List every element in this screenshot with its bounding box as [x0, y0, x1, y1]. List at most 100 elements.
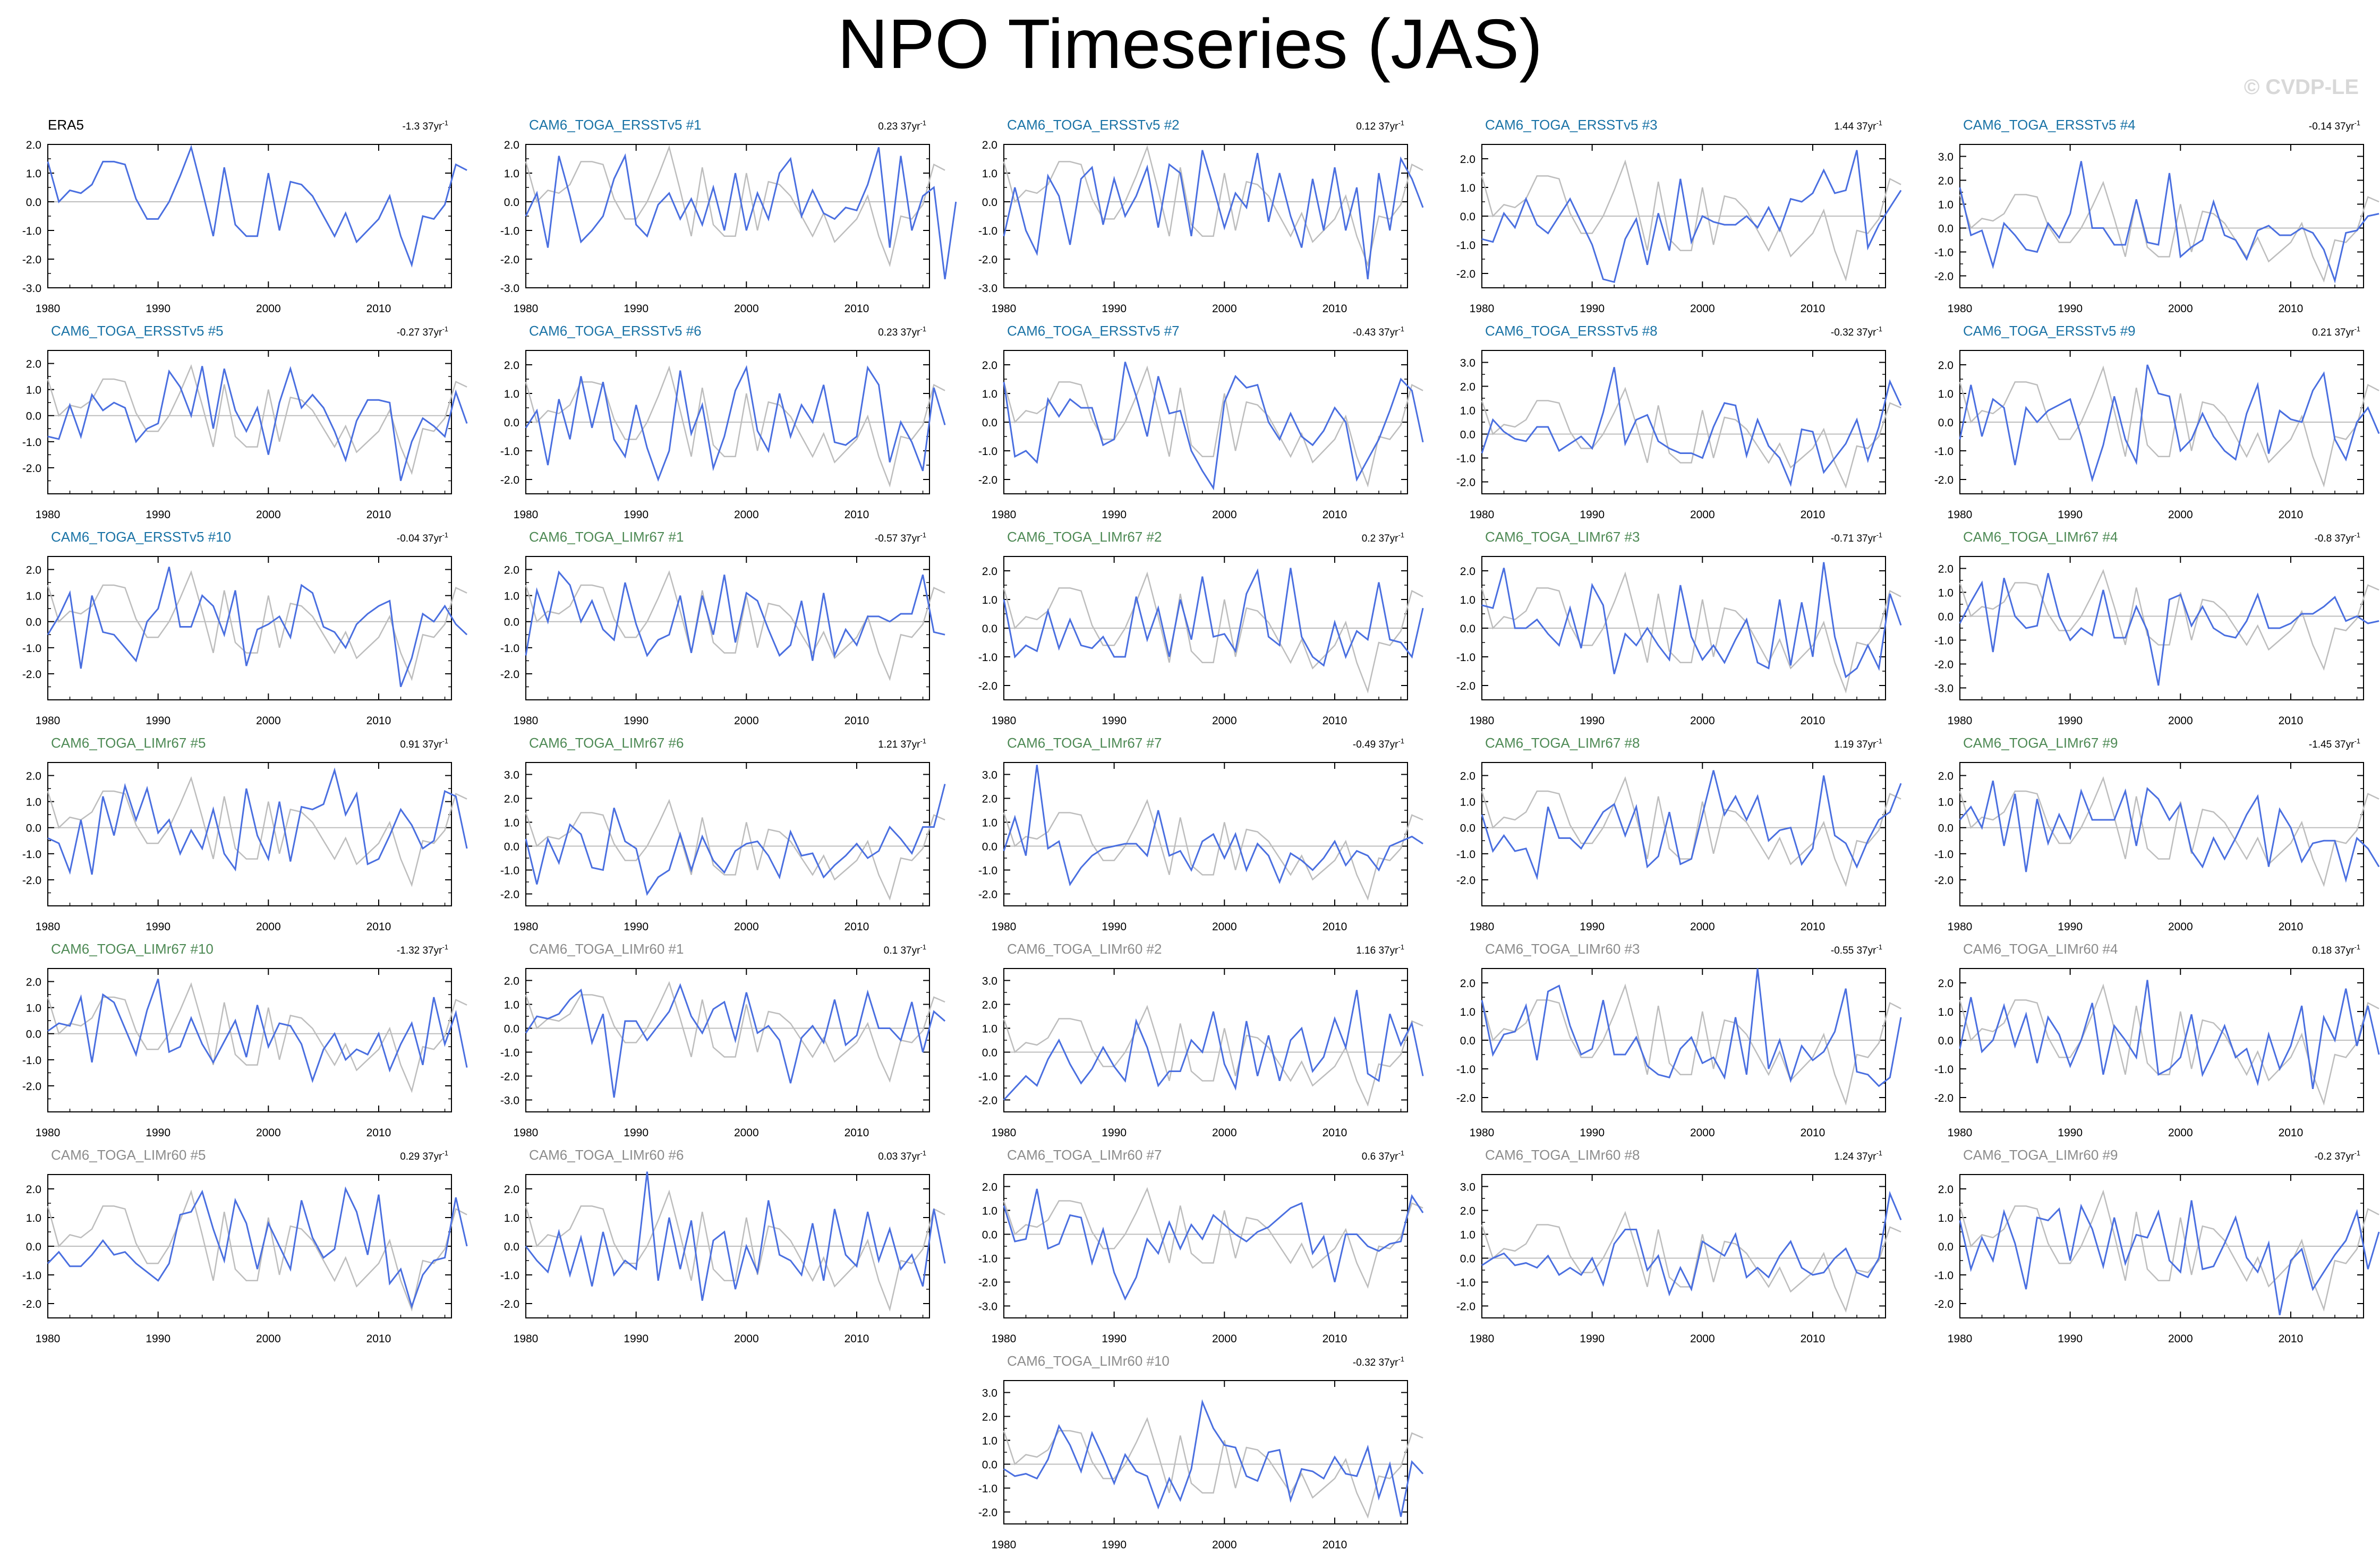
y-tick-label: 2.0: [26, 564, 41, 577]
y-tick-label: -2.0: [1934, 1092, 1954, 1104]
panel-3: CAM6_TOGA_ERSSTv5 #2 0.12 37yr-1 2.0 1.0 0.0…: [978, 117, 1424, 315]
trend-label: -1.3 37yr-1: [402, 119, 448, 132]
x-tick-label: 2000: [1212, 921, 1237, 933]
y-tick-label: 3.0: [982, 1387, 997, 1400]
x-tick-label: 2010: [366, 303, 391, 315]
x-tick-label: 1990: [1102, 303, 1127, 315]
panel-title: CAM6_TOGA_LIMr60 #3: [1485, 941, 1640, 957]
y-tick-label: -1.0: [500, 865, 519, 877]
x-tick-label: 2010: [1801, 1333, 1825, 1345]
trend-label: -0.14 37yr-1: [2309, 119, 2360, 132]
y-tick-label: 2.0: [504, 1184, 519, 1196]
x-tick-label: 1990: [146, 715, 170, 727]
y-tick-label: 2.0: [982, 999, 997, 1012]
x-tick-label: 2010: [366, 921, 391, 933]
plot-frame: [1003, 1174, 1408, 1318]
y-tick-label: 2.0: [504, 564, 519, 577]
x-tick-label: 2000: [734, 1127, 759, 1139]
x-tick-label: 1990: [1580, 303, 1605, 315]
plot-frame: [1959, 144, 2364, 288]
x-tick-label: 1980: [36, 715, 61, 727]
panel-title: CAM6_TOGA_LIMr67 #5: [51, 735, 206, 751]
y-tick-label: -1.0: [1456, 1277, 1475, 1289]
x-tick-label: 1990: [1102, 1333, 1127, 1345]
y-tick-label: -2.0: [1934, 659, 1954, 671]
series-line-era5-reference: [525, 145, 945, 268]
x-tick-label: 1980: [36, 921, 61, 933]
y-tick-label: -1.0: [978, 1071, 997, 1083]
y-tick-label: 0.0: [26, 616, 41, 629]
series-line-era5-reference: [47, 570, 467, 681]
y-tick-label: 2.0: [26, 358, 41, 371]
x-tick-label: 1980: [514, 1127, 539, 1139]
trend-label: 0.6 37yr-1: [1362, 1149, 1404, 1162]
y-tick-label: -2.0: [978, 254, 997, 266]
trend-label: -0.57 37yr-1: [875, 531, 926, 544]
y-tick-label: -1.0: [978, 445, 997, 458]
x-tick-label: 2000: [1212, 1127, 1237, 1139]
x-tick-label: 2000: [2168, 1127, 2193, 1139]
y-tick-label: -3.0: [978, 1301, 997, 1313]
y-tick-label: 1.0: [504, 388, 519, 400]
series-line-member: [1481, 150, 1902, 284]
y-tick-label: 0.0: [982, 1047, 997, 1059]
panel-title: CAM6_TOGA_LIMr67 #7: [1007, 735, 1162, 751]
y-tick-label: 1.0: [982, 1023, 997, 1035]
x-tick-label: 1990: [624, 1333, 649, 1345]
series-line-era5-reference: [1003, 145, 1423, 268]
series-line-member: [1959, 161, 2379, 284]
y-tick-label: -2.0: [500, 474, 519, 486]
panel-10: CAM6_TOGA_ERSSTv5 #9 0.21 37yr-1 2.0 1.0 0.0…: [1934, 323, 2380, 521]
y-tick-label: 0.0: [1938, 417, 1954, 429]
y-tick-label: -1.0: [1456, 652, 1475, 664]
panel-title: CAM6_TOGA_LIMr67 #3: [1485, 529, 1640, 545]
panel-5: CAM6_TOGA_ERSSTv5 #4 -0.14 37yr-1 3.0 2.0 1.…: [1934, 117, 2379, 315]
y-tick-label: 2.0: [26, 770, 41, 783]
x-tick-label: 1990: [146, 1333, 170, 1345]
panel-title: CAM6_TOGA_LIMr67 #4: [1963, 529, 2118, 545]
y-tick-label: -1.0: [1934, 445, 1954, 458]
trend-label: -0.04 37yr-1: [397, 531, 448, 544]
x-tick-label: 1990: [1580, 1333, 1605, 1345]
panel-6: CAM6_TOGA_ERSSTv5 #5 -0.27 37yr-1 2.0 1.0 0.…: [22, 323, 468, 521]
series-line-era5-reference: [47, 776, 467, 887]
x-tick-label: 1990: [146, 921, 170, 933]
y-tick-label: -1.0: [1934, 1270, 1954, 1282]
x-tick-label: 1980: [992, 1127, 1017, 1139]
series-line-member: [1959, 980, 2380, 1090]
y-tick-label: 0.0: [1460, 822, 1475, 835]
panel-15: CAM6_TOGA_LIMr67 #4 -0.8 37yr-1 2.0 1.0 0.0 -…: [1934, 529, 2379, 727]
panel-title: CAM6_TOGA_ERSSTv5 #5: [51, 323, 224, 339]
panel-1: ERA5 -1.3 37yr-1 2.0 1.0 0.0 -1.0 -2.0 -3.0 1980…: [22, 117, 467, 315]
y-tick-label: -1.0: [1934, 849, 1954, 861]
panel-2: CAM6_TOGA_ERSSTv5 #1 0.23 37yr-1 2.0 1.0 0.0…: [500, 117, 957, 315]
series-line-era5-reference: [1959, 776, 2379, 887]
y-tick-label: 0.0: [1460, 429, 1475, 441]
x-tick-label: 2010: [2279, 1127, 2304, 1139]
panel-title: CAM6_TOGA_LIMr60 #2: [1007, 941, 1162, 957]
y-tick-label: -2.0: [1456, 477, 1475, 489]
y-tick-label: 1.0: [504, 999, 519, 1012]
x-tick-label: 1980: [1948, 921, 1973, 933]
y-tick-label: 1.0: [1460, 405, 1475, 417]
x-tick-label: 1980: [1948, 1127, 1973, 1139]
panel-25: CAM6_TOGA_LIMr60 #4 0.18 37yr-1 2.0 1.0 0.0 -…: [1934, 941, 2380, 1139]
trend-label: 0.18 37yr-1: [2312, 943, 2360, 956]
y-tick-label: 1.0: [1460, 796, 1475, 809]
panel-29: CAM6_TOGA_LIMr60 #8 1.24 37yr-1 3.0 2.0 1.0 0…: [1456, 1147, 1902, 1345]
trend-label: 1.19 37yr-1: [1834, 737, 1882, 750]
x-tick-label: 2010: [1323, 1127, 1347, 1139]
series-line-era5-reference: [525, 981, 945, 1083]
plot-frame: [1481, 762, 1886, 906]
y-tick-label: 0.0: [504, 1023, 519, 1035]
x-tick-label: 1980: [1470, 715, 1495, 727]
x-tick-label: 2000: [2168, 303, 2193, 315]
y-tick-label: 1.0: [1460, 1006, 1475, 1018]
y-tick-label: -2.0: [22, 875, 41, 887]
x-tick-label: 1990: [146, 509, 170, 521]
series-line-era5-reference: [47, 364, 467, 475]
y-tick-label: 2.0: [982, 565, 997, 578]
panel-20: CAM6_TOGA_LIMr67 #9 -1.45 37yr-1 2.0 1.0 0.0…: [1934, 735, 2380, 933]
x-tick-label: 1990: [146, 303, 170, 315]
